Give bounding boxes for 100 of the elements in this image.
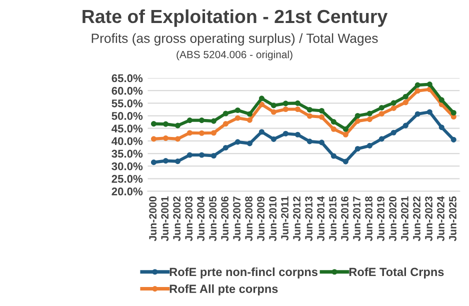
point — [234, 139, 240, 145]
point — [354, 146, 360, 152]
x-tick-label: Jun-2021 — [401, 196, 408, 242]
point — [150, 121, 157, 127]
point — [258, 96, 264, 102]
point — [234, 115, 240, 121]
point — [318, 108, 324, 114]
x-tick-label: Jun-2004 — [197, 196, 205, 242]
point — [174, 136, 180, 142]
chart-subtitle: Profits (as gross operating surplus) / Total Wages — [92, 33, 378, 46]
point — [210, 152, 216, 159]
x-tick-label: Jun-2002 — [173, 196, 181, 242]
point — [378, 104, 384, 110]
x-tick-label: Jun-2000 — [149, 196, 157, 242]
point — [162, 135, 169, 141]
point — [426, 109, 432, 115]
point — [294, 100, 300, 106]
x-tick-label: Jun-2001 — [161, 196, 169, 242]
point — [162, 158, 169, 164]
point — [246, 140, 252, 146]
point — [282, 106, 288, 112]
x-tick-label: Jun-2009 — [257, 196, 264, 242]
x-tick-label: Jun-2013 — [305, 196, 312, 242]
point — [330, 119, 336, 125]
point — [354, 118, 360, 124]
point — [186, 152, 192, 158]
point — [438, 124, 444, 130]
x-tick-label: Jun-2017 — [353, 196, 360, 242]
y-tick-label: 65.0% — [112, 74, 143, 82]
x-tick-label: Jun-2011 — [281, 196, 288, 241]
point — [186, 130, 192, 136]
point — [366, 110, 372, 116]
point — [414, 88, 420, 94]
x-tick-label: Jun-2020 — [389, 196, 396, 242]
point — [330, 126, 336, 132]
point — [294, 106, 300, 112]
point — [390, 105, 396, 111]
x-tick-label: Jun-2005 — [209, 196, 217, 242]
point — [306, 138, 312, 144]
point — [258, 129, 264, 135]
x-tick-label: Jun-2014 — [317, 196, 324, 242]
point — [246, 117, 252, 123]
x-tick-label: Jun-2023 — [425, 196, 432, 242]
point — [186, 118, 192, 124]
x-tick-label: Jun-2022 — [413, 196, 420, 242]
point — [282, 100, 288, 106]
point — [318, 114, 324, 120]
y-tick-label: 45.0% — [112, 124, 143, 132]
y-tick-label: 30.0% — [112, 162, 143, 170]
point — [150, 136, 157, 142]
point — [306, 113, 312, 119]
x-tick-label: Jun-2012 — [293, 196, 300, 242]
point — [450, 136, 456, 142]
point — [306, 106, 312, 113]
x-tick-label: Jun-2025 — [449, 196, 456, 242]
point — [258, 102, 264, 108]
point — [270, 109, 276, 115]
point — [402, 100, 408, 106]
point — [330, 153, 336, 159]
x-tick-label: Jun-2007 — [233, 196, 240, 242]
point — [282, 130, 288, 136]
point — [414, 111, 420, 117]
point — [378, 136, 384, 142]
point — [198, 130, 204, 136]
x-tick-label: Jun-2010 — [269, 196, 276, 242]
y-tick-label: 35.0% — [112, 150, 143, 158]
point — [366, 142, 372, 148]
point — [402, 94, 408, 100]
point — [174, 158, 180, 164]
x-tick-label: Jun-2016 — [341, 196, 348, 242]
x-tick-label: Jun-2019 — [377, 196, 384, 242]
point — [270, 136, 276, 142]
y-tick-label: 25.0% — [112, 174, 143, 183]
text: (ABS 5204.006 - original) — [176, 50, 292, 60]
point — [402, 122, 408, 128]
point — [438, 97, 444, 103]
y-tick-label: 50.0% — [112, 112, 143, 120]
point — [234, 107, 240, 114]
y-tick-label: 40.0% — [112, 137, 143, 146]
point — [342, 132, 348, 138]
point — [222, 144, 228, 150]
point — [342, 158, 348, 164]
x-tick-label: Jun-2006 — [221, 196, 228, 242]
point — [150, 160, 157, 166]
x-tick-label: Jun-2018 — [365, 196, 372, 242]
point — [210, 130, 216, 136]
point — [222, 121, 228, 127]
point — [222, 110, 228, 116]
point — [390, 100, 396, 106]
legend-label: RofE Total Crpns — [349, 267, 444, 278]
point — [246, 111, 252, 117]
point — [366, 116, 372, 122]
y-tick-label: 55.0% — [112, 99, 143, 108]
point — [174, 122, 180, 128]
x-tick-label: Jun-2024 — [437, 196, 444, 242]
y-tick-label: 60.0% — [112, 86, 143, 95]
point — [198, 118, 204, 124]
point — [342, 126, 348, 132]
x-tick-label: Jun-2003 — [185, 196, 193, 242]
point — [270, 102, 276, 108]
